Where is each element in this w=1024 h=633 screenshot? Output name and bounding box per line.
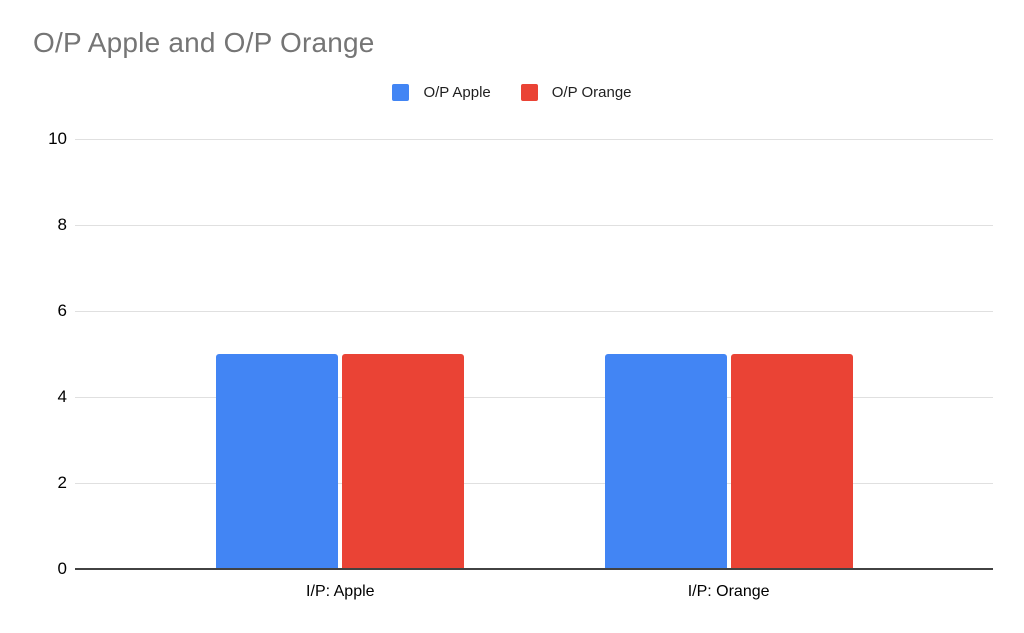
y-axis-tick-label: 6 <box>57 301 67 320</box>
gridline-8 <box>75 225 993 226</box>
legend-label: O/P Apple <box>423 84 491 101</box>
x-axis-category-label: I/P: Orange <box>687 583 770 600</box>
x-axis-baseline <box>75 568 993 570</box>
bar-o-p-apple-i-p-apple <box>216 354 339 569</box>
legend-label: O/P Orange <box>551 84 632 101</box>
gridline-4 <box>75 397 993 398</box>
bar-o-p-orange-i-p-apple <box>342 354 465 569</box>
bar-o-p-apple-i-p-orange <box>604 354 727 569</box>
y-axis-tick-label: 10 <box>48 129 67 148</box>
y-axis-tick-label: 4 <box>57 387 67 406</box>
y-axis-tick-label: 8 <box>57 215 67 234</box>
y-axis-tick-label: 0 <box>57 559 67 578</box>
y-axis-tick-label: 2 <box>57 473 67 492</box>
gridline-6 <box>75 311 993 312</box>
chart-title: O/P Apple and O/P Orange <box>33 27 375 58</box>
legend-item-o-p-apple: O/P Apple <box>392 84 491 101</box>
legend-swatch-icon <box>520 84 538 101</box>
gridline-10 <box>75 139 993 140</box>
gridline-2 <box>75 483 993 484</box>
legend: O/P Apple O/P Orange <box>0 84 1024 101</box>
legend-item-o-p-orange: O/P Orange <box>520 84 632 101</box>
x-axis-category-label: I/P: Apple <box>306 583 375 600</box>
plot-area <box>75 139 993 570</box>
legend-swatch-icon <box>392 84 410 101</box>
bar-o-p-orange-i-p-orange <box>730 354 853 569</box>
